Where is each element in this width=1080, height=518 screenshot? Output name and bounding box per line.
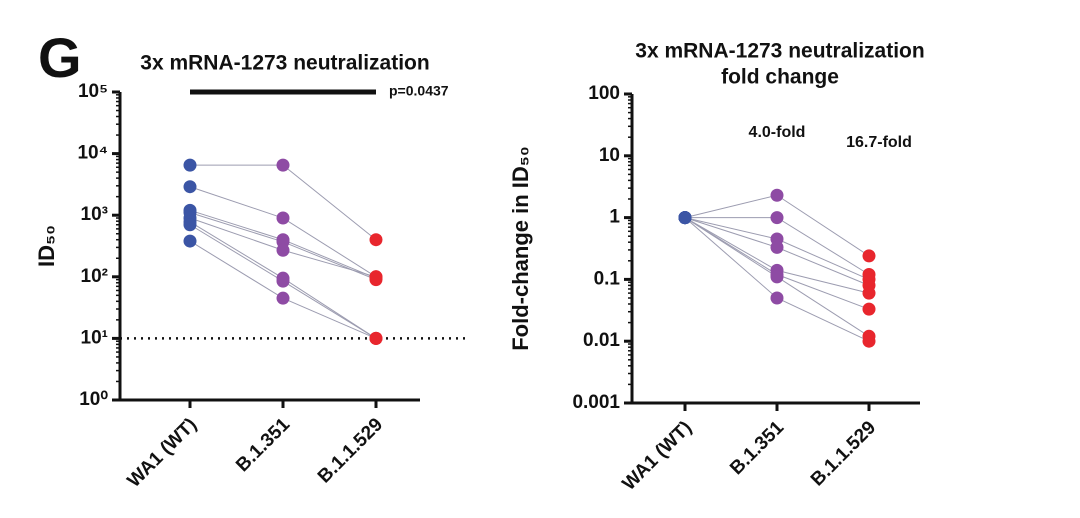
y-tick-label: 10³ — [81, 204, 108, 225]
y-tick-label: 0.01 — [583, 330, 620, 351]
data-point — [862, 286, 876, 300]
data-point — [770, 270, 784, 284]
y-tick-label: 0.001 — [572, 392, 620, 413]
data-point — [770, 291, 784, 305]
chart-title: fold change — [721, 66, 839, 89]
x-tick-label: B.1.1.529 — [314, 414, 387, 487]
x-tick-label: B.1.1.529 — [807, 417, 880, 490]
paired-line — [189, 186, 377, 278]
p-value: p=0.0437 — [389, 83, 449, 99]
data-point — [770, 240, 784, 254]
x-tick-label: WA1 (WT) — [619, 417, 697, 495]
chart-title: 3x mRNA-1273 neutralization — [140, 52, 429, 75]
y-tick-label: 10⁵ — [78, 81, 108, 102]
data-point — [276, 243, 290, 257]
y-tick-label: 1 — [609, 207, 620, 228]
y-axis-label: ID₅₀ — [34, 225, 59, 267]
data-point — [276, 291, 290, 305]
data-point — [862, 334, 876, 348]
data-point — [183, 218, 197, 232]
y-tick-label: 100 — [588, 83, 620, 104]
data-point — [369, 331, 383, 345]
chart-title: 3x mRNA-1273 neutralization — [635, 40, 924, 63]
y-tick-label: 10⁰ — [79, 389, 108, 410]
panel-label: G — [38, 26, 82, 89]
y-tick-label: 10¹ — [81, 327, 108, 348]
paired-line — [190, 164, 377, 241]
data-point — [862, 302, 876, 316]
fold-annotation: 16.7-fold — [846, 134, 912, 151]
data-point — [770, 188, 784, 202]
y-tick-label: 0.1 — [594, 268, 621, 289]
data-point — [276, 158, 290, 172]
data-point — [862, 249, 876, 263]
y-axis-label: Fold-change in ID₅₀ — [508, 146, 533, 351]
data-point — [183, 180, 197, 194]
data-point — [770, 211, 784, 225]
data-point — [183, 158, 197, 172]
data-point — [276, 274, 290, 288]
y-tick-label: 10 — [599, 145, 620, 166]
fold-annotation: 4.0-fold — [749, 124, 806, 141]
data-point — [276, 211, 290, 225]
x-tick-label: B.1.351 — [726, 417, 788, 479]
y-tick-label: 10² — [81, 266, 108, 287]
data-point — [369, 233, 383, 247]
data-point — [369, 270, 383, 284]
y-tick-label: 10⁴ — [77, 143, 108, 164]
data-point — [678, 211, 692, 225]
x-tick-label: B.1.351 — [232, 414, 294, 476]
x-tick-label: WA1 (WT) — [124, 414, 202, 492]
data-point — [183, 234, 197, 248]
